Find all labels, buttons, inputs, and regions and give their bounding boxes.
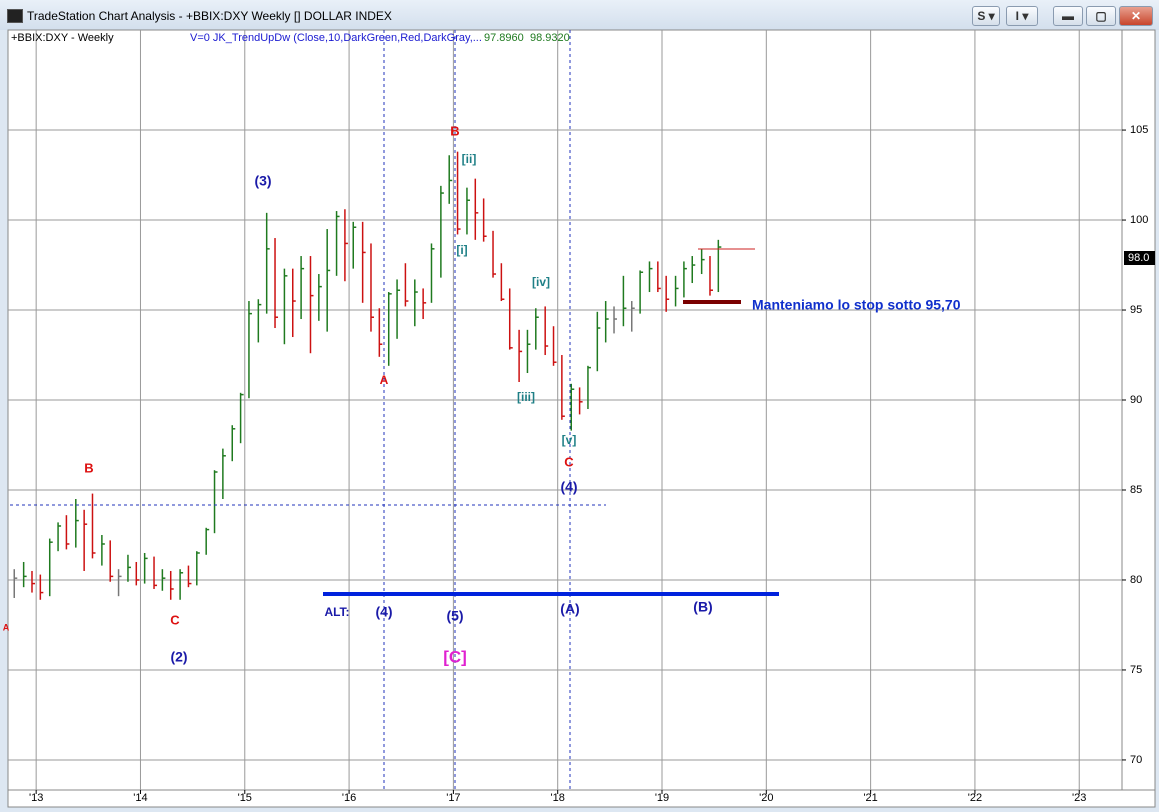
wave-label: [iii] xyxy=(517,390,535,404)
last-price: 98.0 xyxy=(1128,252,1149,264)
x-tick-label: '18 xyxy=(551,792,565,804)
wave-label: (B) xyxy=(693,599,712,615)
y-tick-label: 75 xyxy=(1130,664,1142,676)
x-tick-label: '16 xyxy=(342,792,356,804)
wave-label: (4) xyxy=(375,604,392,620)
y-tick-label: 95 xyxy=(1130,304,1142,316)
y-tick-label: 80 xyxy=(1130,574,1142,586)
symbol-label: +BBIX:DXY - Weekly xyxy=(11,32,114,44)
y-tick-label: 70 xyxy=(1130,754,1142,766)
wave-label: B xyxy=(84,460,93,475)
x-tick-label: '15 xyxy=(238,792,252,804)
indicator-value: 98.9320 xyxy=(530,32,570,44)
insert-button[interactable]: I ▾ xyxy=(1006,6,1038,26)
x-tick-label: '22 xyxy=(968,792,982,804)
annotations: BC(2)(3)AB[ii][i][iv][iii][v]C(4)ALT: (4)… xyxy=(3,123,961,666)
wave-label: (3) xyxy=(254,173,271,189)
wave-label: B xyxy=(450,123,459,138)
last-price-box xyxy=(1124,251,1155,265)
x-tick-label: '21 xyxy=(863,792,877,804)
maximize-button[interactable]: ▢ xyxy=(1086,6,1116,26)
x-tick-label: '13 xyxy=(29,792,43,804)
wave-label: Manteniamo lo stop sotto 95,70 xyxy=(752,297,961,313)
style-button[interactable]: S ▾ xyxy=(972,6,1000,26)
price-axis xyxy=(1121,29,1156,791)
button-label[interactable]: I xyxy=(1015,9,1019,23)
wave-label: (4) xyxy=(560,479,577,495)
wave-label: [C] xyxy=(443,647,467,666)
wave-label: ALT: xyxy=(324,605,349,619)
y-tick-label: 100 xyxy=(1130,214,1148,226)
wave-label: [iv] xyxy=(532,275,550,289)
wave-label: A xyxy=(3,622,10,632)
button-label[interactable]: S xyxy=(977,9,986,23)
plot-area xyxy=(7,29,1123,791)
app-icon xyxy=(7,9,23,23)
wave-label: C xyxy=(170,612,180,627)
price-bars xyxy=(13,151,722,600)
wave-label: [v] xyxy=(562,433,577,447)
wave-label: (A) xyxy=(560,601,579,617)
minimize-button[interactable]: ▬ xyxy=(1053,6,1083,26)
wave-label: C xyxy=(564,454,574,469)
wave-label: (2) xyxy=(170,649,187,665)
x-tick-label: '19 xyxy=(655,792,669,804)
time-axis xyxy=(7,789,1156,808)
wave-label: [i] xyxy=(456,243,467,257)
wave-label: A xyxy=(380,373,389,387)
y-tick-label: 90 xyxy=(1130,394,1142,406)
y-tick-label: 105 xyxy=(1130,124,1148,136)
indicator-value: 97.8960 xyxy=(484,32,524,44)
grid: 70 75 80 85 90 95 100 105 '13 '14 '15 '16 '17 '18 '19 '… xyxy=(8,30,1148,804)
close-button[interactable]: ✕ xyxy=(1119,6,1153,26)
x-tick-label: '17 xyxy=(446,792,460,804)
window-title: TradeStation Chart Analysis - +BBIX:DXY … xyxy=(27,9,392,23)
indicator-label: V=0 JK_TrendUpDw (Close,10,DarkGreen,Red… xyxy=(190,32,482,44)
wave-label: (5) xyxy=(446,608,463,624)
y-tick-label: 85 xyxy=(1130,484,1142,496)
title-bar: TradeStation Chart Analysis - +BBIX:DXY … xyxy=(0,0,1159,30)
x-tick-label: '14 xyxy=(133,792,147,804)
x-tick-label: '23 xyxy=(1072,792,1086,804)
x-tick-label: '20 xyxy=(759,792,773,804)
wave-label: [ii] xyxy=(462,152,477,166)
